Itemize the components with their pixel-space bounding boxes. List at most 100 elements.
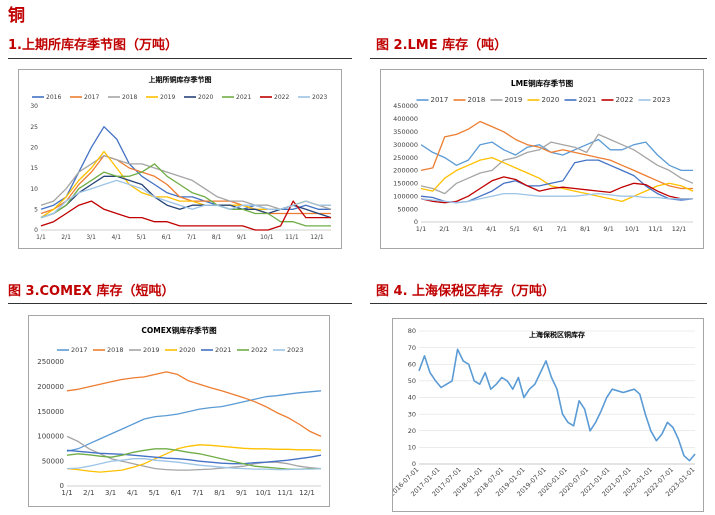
y-tick-label: 200000 xyxy=(393,167,418,175)
series-line-2021 xyxy=(40,163,331,227)
x-tick-label: 11/1 xyxy=(277,489,293,497)
x-tick-label: 2/1 xyxy=(61,234,71,241)
legend-label-2020: 2020 xyxy=(542,96,560,104)
series-line-2017 xyxy=(420,138,693,172)
legend-label-2023: 2023 xyxy=(653,96,671,104)
x-tick-label: 11/1 xyxy=(285,234,299,241)
legend-label-2019: 2019 xyxy=(160,94,175,101)
series-line-2023 xyxy=(40,179,331,219)
y-tick-label: 5 xyxy=(34,207,38,214)
shanghai-bonded-copper-chart: 上海保税区铜库存010203040506070802016-07-012017-… xyxy=(388,327,696,498)
figure-1-rule xyxy=(8,58,352,59)
y-tick-label: 10 xyxy=(408,444,416,452)
chart-title: 上海保税区铜库存 xyxy=(529,330,585,339)
legend-label-2018: 2018 xyxy=(468,96,486,104)
series-line-2019 xyxy=(420,133,694,195)
legend-label-2020: 2020 xyxy=(198,94,213,101)
y-tick-label: 80 xyxy=(408,327,416,335)
legend-label-2018: 2018 xyxy=(107,346,124,354)
series-line-2017 xyxy=(40,154,331,215)
x-tick-label: 8/1 xyxy=(214,489,225,497)
x-tick-label: 2/1 xyxy=(83,489,94,497)
y-tick-label: 0 xyxy=(414,218,418,226)
x-tick-label: 6/1 xyxy=(170,489,181,497)
chart-title: COMEX铜库存季节图 xyxy=(141,325,217,335)
x-tick-label: 3/1 xyxy=(105,489,116,497)
comex-copper-seasonal-chart: COMEX铜库存季节图 2017 2018 2019 2020 2021 2022 2023 0… xyxy=(37,325,322,497)
y-tick-label: 20 xyxy=(30,145,38,152)
y-tick-label: 50000 xyxy=(397,205,418,213)
legend-label-2021: 2021 xyxy=(579,96,597,104)
series-line-2018 xyxy=(66,371,322,437)
x-tick-label: 9/1 xyxy=(603,225,613,233)
y-tick-label: 50 xyxy=(408,377,416,385)
series-line-2023 xyxy=(420,192,693,204)
y-tick-label: 30 xyxy=(408,410,416,418)
legend-label-2023: 2023 xyxy=(312,94,327,101)
y-tick-label: 150000 xyxy=(393,180,418,188)
x-tick-label: 4/1 xyxy=(127,489,138,497)
figure-4-rule xyxy=(370,303,707,304)
series-line-2021 xyxy=(66,449,322,465)
chart-title: LME铜库存季节图 xyxy=(511,78,574,88)
x-tick-label: 2/1 xyxy=(439,225,449,233)
y-tick-label: 0 xyxy=(60,482,64,490)
legend-label-2019: 2019 xyxy=(505,96,523,104)
series-line-2022 xyxy=(66,448,321,470)
legend-label-2017: 2017 xyxy=(84,94,99,101)
y-tick-label: 60 xyxy=(408,360,416,368)
y-tick-label: 200000 xyxy=(37,383,64,391)
x-tick-label: 6/1 xyxy=(533,225,543,233)
y-tick-label: 15 xyxy=(30,165,38,172)
y-tick-label: 0 xyxy=(412,460,416,468)
x-tick-label: 11/1 xyxy=(648,225,663,233)
series-line-2020 xyxy=(66,444,322,473)
figure-4-chart-frame: 上海保税区铜库存 0 10 20 30 40 50 60 70 80 2016-07-01 2017-… xyxy=(388,318,704,512)
x-tick-label: 1/1 xyxy=(61,489,72,497)
x-tick-label: 3/1 xyxy=(463,225,473,233)
x-tick-label: 7/1 xyxy=(556,225,566,233)
y-tick-label: 40 xyxy=(408,394,416,402)
figure-2-title: 图 2.LME 库存（吨） xyxy=(376,38,508,53)
series-line-上海保税区铜库存 xyxy=(418,348,696,462)
figure-4-title: 图 4. 上海保税区库存（万吨） xyxy=(376,284,556,299)
x-tick-label: 1/1 xyxy=(36,234,46,241)
legend-label-2022: 2022 xyxy=(274,94,289,101)
x-tick-label: 7/1 xyxy=(192,489,203,497)
legend-label-2021: 2021 xyxy=(215,346,232,354)
y-tick-label: 30 xyxy=(30,103,38,110)
figure-2-chart-frame: LME铜库存季节图 2017 2018 2019 2020 2021 2022 2023 0 50… xyxy=(380,69,704,249)
legend-label-2017: 2017 xyxy=(431,96,449,104)
y-tick-label: 10 xyxy=(30,186,38,193)
y-tick-label: 100000 xyxy=(37,433,64,441)
y-tick-label: 350000 xyxy=(393,128,418,136)
legend-label-2022: 2022 xyxy=(616,96,634,104)
x-tick-label: 3/1 xyxy=(86,234,96,241)
series-line-2019 xyxy=(66,435,322,471)
y-tick-label: 25 xyxy=(30,124,38,131)
y-tick-label: 100000 xyxy=(393,192,418,200)
legend-label-2018: 2018 xyxy=(122,94,137,101)
series-line-2018 xyxy=(420,120,693,190)
figure-3-rule xyxy=(8,303,352,304)
x-tick-label: 5/1 xyxy=(510,225,520,233)
y-tick-label: 150000 xyxy=(37,408,64,416)
x-tick-label: 5/1 xyxy=(137,234,147,241)
legend-label-2023: 2023 xyxy=(287,346,304,354)
legend-label-2016: 2016 xyxy=(46,94,61,101)
figure-1-chart-frame: 上期所铜库存季节图 2016 2017 2018 2019 2020 2021 2022 202… xyxy=(18,69,342,249)
series-line-2023 xyxy=(66,458,322,471)
y-tick-label: 70 xyxy=(408,344,416,352)
y-tick-label: 20 xyxy=(408,427,416,435)
x-tick-label: 7/1 xyxy=(187,234,197,241)
page-title: 铜 xyxy=(8,6,25,26)
x-tick-label: 1/1 xyxy=(416,225,426,233)
series-line-2022 xyxy=(40,200,331,231)
figure-3-chart-frame: COMEX铜库存季节图 2017 2018 2019 2020 2021 2022 2023 0… xyxy=(28,315,330,507)
y-tick-label: 250000 xyxy=(37,358,64,366)
series-line-2020 xyxy=(420,156,694,203)
figure-3-title: 图 3.COMEX 库存（短吨） xyxy=(8,284,175,299)
x-tick-label: 12/1 xyxy=(672,225,687,233)
x-tick-label: 9/1 xyxy=(237,234,247,241)
